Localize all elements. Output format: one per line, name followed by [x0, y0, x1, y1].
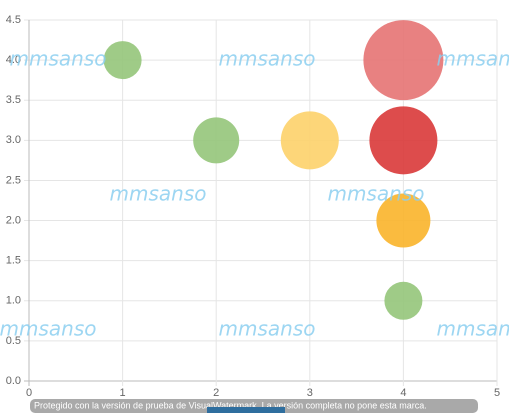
y-tick-label: 4.5	[6, 14, 21, 26]
y-tick-label: 3.5	[6, 94, 21, 106]
y-tick-label: 4.0	[6, 54, 21, 66]
watermark: mmsanso	[328, 182, 425, 206]
x-tick-label: 1	[120, 387, 126, 399]
y-tick-label: 2.0	[6, 214, 21, 226]
watermark: mmsanso	[110, 182, 207, 206]
bubble	[363, 20, 444, 101]
footer-accent	[207, 407, 285, 413]
y-tick-label: 0.5	[6, 335, 21, 347]
x-tick-label: 2	[213, 387, 219, 399]
watermark: mmsanso	[10, 47, 107, 71]
watermark: mmsanso	[437, 317, 509, 341]
footer-note: Protegido con la versión de prueba de Vi…	[34, 400, 427, 410]
footer-bar	[30, 399, 478, 413]
y-tick-label: 0.0	[6, 375, 21, 387]
bubble	[384, 281, 423, 320]
y-tick-label: 1.5	[6, 255, 21, 267]
bubble	[103, 41, 142, 80]
bubble	[280, 111, 339, 170]
y-tick-label: 1.0	[6, 295, 21, 307]
x-tick-label: 0	[26, 387, 32, 399]
x-tick-label: 3	[307, 387, 313, 399]
watermark: mmsanso	[437, 47, 509, 71]
x-tick-label: 5	[494, 387, 500, 399]
y-tick-label: 3.0	[6, 134, 21, 146]
bubble	[376, 193, 431, 248]
watermark: mmsanso	[0, 317, 96, 341]
bubble	[193, 117, 240, 164]
watermark: mmsanso	[219, 317, 316, 341]
watermark: mmsanso	[219, 47, 316, 71]
bubble	[369, 106, 438, 175]
x-tick-label: 4	[400, 387, 406, 399]
y-tick-label: 2.5	[6, 174, 21, 186]
